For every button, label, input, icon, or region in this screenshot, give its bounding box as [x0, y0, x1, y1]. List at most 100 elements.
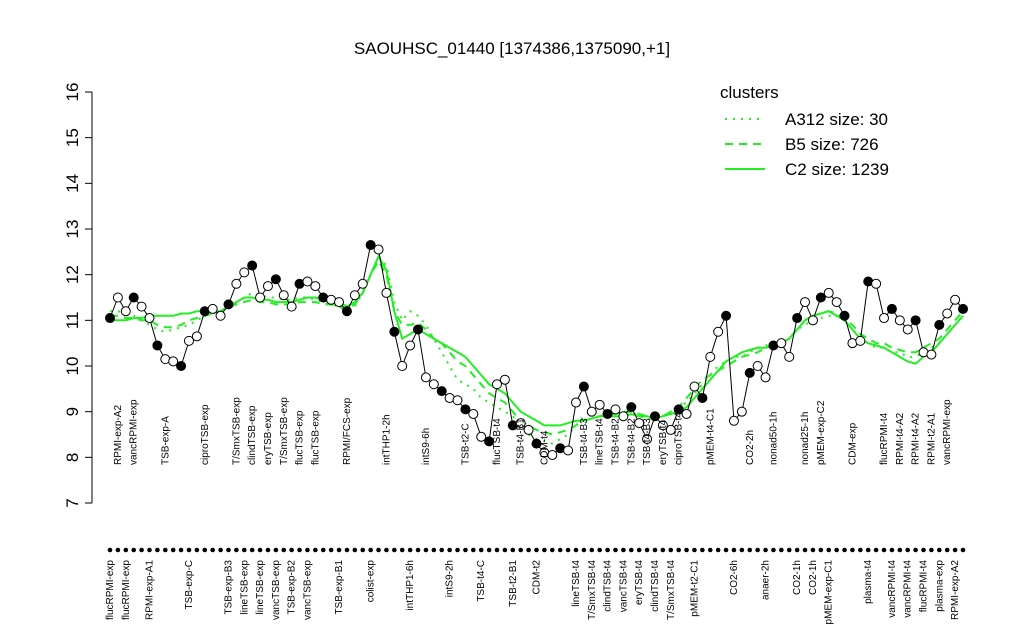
- y-tick-label: 10: [63, 357, 82, 376]
- data-point: [499, 374, 510, 385]
- rug-dot: [644, 547, 650, 553]
- rug-dot: [818, 547, 824, 553]
- data-point: [657, 420, 668, 431]
- data-point: [452, 395, 463, 406]
- x-tick-label: TSB-exp-B1: [334, 560, 345, 615]
- rug-dot: [589, 547, 595, 553]
- rug-dot: [273, 547, 279, 553]
- x-tick-label: TSB-t2-C: [460, 423, 471, 465]
- x-tick-label: nonad25-1h: [800, 412, 811, 465]
- rug-dot: [447, 547, 452, 553]
- x-tick-label: T/SmxTSB-t4: [666, 560, 677, 620]
- x-tick-label: CDM-t4: [539, 430, 550, 465]
- rug-dot: [952, 547, 958, 553]
- data-point: [105, 313, 115, 324]
- x-tick-label: eryTSB-exp: [263, 412, 274, 465]
- rug-dot: [155, 547, 160, 553]
- rug-dot: [486, 547, 492, 553]
- rug-dot: [723, 547, 729, 553]
- rug-dot: [297, 547, 302, 553]
- x-tick-label: plasma-exp: [934, 560, 945, 612]
- data-point: [144, 313, 155, 324]
- data-point: [168, 356, 179, 367]
- data-point: [247, 260, 258, 271]
- rug-dot: [305, 547, 310, 553]
- x-tick-label: pMEM-exp-C2: [816, 400, 827, 465]
- rug-dot: [684, 547, 689, 553]
- data-point: [910, 315, 921, 326]
- x-tick-label: vancRPMI-exp: [942, 399, 953, 465]
- legend-label: A312 size: 30: [785, 110, 888, 129]
- rug-dot: [913, 547, 918, 553]
- x-tick-label: TSB-exp-B3: [223, 560, 234, 615]
- rug-dot: [407, 547, 413, 553]
- rug-dot: [368, 547, 373, 553]
- x-tick-label: flucRPMI-exp: [121, 560, 132, 620]
- x-tick-label: flucRPMI-t4: [919, 560, 930, 613]
- data-point: [926, 349, 937, 360]
- rug-dot: [557, 547, 563, 553]
- data-point: [492, 379, 503, 390]
- rug-dot: [313, 547, 318, 553]
- data-point: [886, 303, 897, 314]
- rug-dot: [676, 547, 681, 553]
- data-point: [207, 303, 218, 314]
- rug-dot: [463, 547, 468, 553]
- rug-dot: [147, 547, 152, 553]
- x-tick-label: RPMI-exp-A1: [144, 560, 155, 620]
- rug-dot: [210, 547, 215, 553]
- x-tick-label: flucTSB-exp: [295, 410, 306, 465]
- x-tick-label: T/SmxTSB-exp: [279, 397, 290, 465]
- x-tick-label: CO2-2h: [745, 430, 756, 465]
- y-tick-label: 13: [63, 220, 82, 239]
- y-tick-label: 14: [63, 174, 82, 193]
- data-point: [310, 281, 321, 292]
- legend-label: B5 size: 726: [785, 135, 879, 154]
- data-point: [792, 313, 803, 324]
- x-tick-label: clindTSB-t4: [603, 560, 614, 612]
- x-tick-label: flucTSB-exp: [310, 410, 321, 465]
- data-point: [152, 340, 163, 351]
- data-point: [460, 404, 471, 415]
- data-point: [341, 306, 352, 317]
- rug-dot: [739, 547, 745, 553]
- data-point: [760, 372, 771, 383]
- rug-dot: [786, 547, 792, 553]
- rug-dot: [549, 547, 555, 553]
- x-tick-label: vancTSB-exp: [271, 560, 282, 620]
- data-point: [468, 408, 479, 419]
- rug-dot: [423, 547, 429, 553]
- rug-dot: [960, 547, 966, 553]
- data-point: [626, 402, 637, 413]
- data-point: [570, 397, 581, 408]
- rug-dot: [502, 547, 508, 553]
- rug-dot: [929, 547, 934, 553]
- y-tick-label: 16: [63, 83, 82, 102]
- rug-dot: [344, 547, 350, 553]
- x-tick-label: lineTSB-exp: [255, 560, 266, 615]
- rug-dot: [565, 547, 571, 553]
- data-point: [136, 301, 147, 312]
- rug-dot: [621, 547, 626, 553]
- rug-dot: [858, 547, 863, 553]
- data-point: [728, 415, 739, 426]
- rug-dot: [636, 547, 642, 553]
- data-point: [689, 381, 700, 392]
- data-point: [176, 361, 187, 371]
- x-tick-label: intTHP1-2h: [381, 414, 392, 465]
- data-point: [784, 351, 795, 362]
- x-tick-label: lineTSB-t4: [595, 418, 606, 465]
- data-point: [902, 324, 913, 335]
- data-point: [420, 372, 431, 383]
- data-point: [823, 287, 834, 298]
- data-point: [523, 424, 534, 435]
- data-point: [610, 404, 621, 415]
- x-tick-label: intTHP1-6h: [405, 560, 416, 611]
- data-point: [436, 386, 447, 397]
- x-tick-label: intS9-6h: [421, 428, 432, 465]
- data-point: [239, 267, 250, 278]
- data-point: [673, 404, 684, 415]
- rug-dot: [415, 547, 421, 553]
- rug-dot: [178, 547, 184, 553]
- x-tick-label: TSB-t4-B2: [626, 418, 637, 465]
